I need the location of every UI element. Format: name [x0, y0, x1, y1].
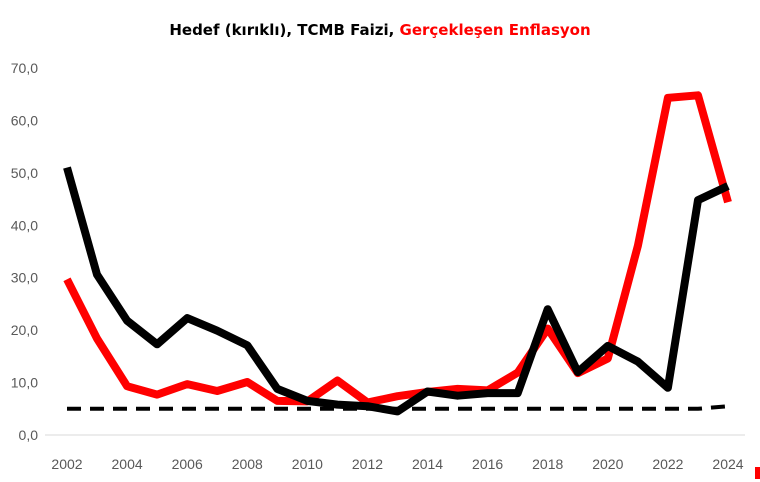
x-axis: 2002 2004 2006 2008 2010 2012 2014 2016 2018 2020… [51, 456, 743, 472]
x-tick-label: 2020 [592, 456, 623, 472]
y-tick-label: 50,0 [11, 165, 38, 181]
x-tick-label: 2024 [712, 456, 743, 472]
x-tick-label: 2008 [232, 456, 263, 472]
target-line [67, 404, 729, 411]
x-tick-label: 2014 [412, 456, 443, 472]
policy-rate-line [63, 166, 730, 416]
y-tick-label: 30,0 [11, 270, 38, 286]
x-tick-label: 2002 [51, 456, 82, 472]
chart-title: Hedef (kırıklı), TCMB Faizi, Gerçekleşen… [169, 21, 590, 39]
chart-title-part: Gerçekleşen Enflasyon [400, 21, 591, 39]
y-tick-label: 20,0 [11, 322, 38, 338]
inflation-line [63, 91, 732, 407]
y-tick-label: 10,0 [11, 375, 38, 391]
series-group [63, 91, 732, 416]
x-tick-label: 2018 [532, 456, 563, 472]
red-corner-mark [755, 467, 760, 479]
x-tick-label: 2022 [652, 456, 683, 472]
chart-title-part: Hedef (kırıklı), TCMB Faizi, [169, 21, 399, 39]
x-tick-label: 2006 [172, 456, 203, 472]
y-tick-label: 40,0 [11, 217, 38, 233]
y-tick-label: 60,0 [11, 112, 38, 128]
y-axis: 0,0 10,0 20,0 30,0 40,0 50,0 60,0 70,0 [11, 60, 38, 443]
x-tick-label: 2004 [112, 456, 143, 472]
y-tick-label: 70,0 [11, 60, 38, 76]
x-tick-label: 2016 [472, 456, 503, 472]
x-tick-label: 2010 [292, 456, 323, 472]
x-tick-label: 2012 [352, 456, 383, 472]
y-tick-label: 0,0 [19, 427, 39, 443]
